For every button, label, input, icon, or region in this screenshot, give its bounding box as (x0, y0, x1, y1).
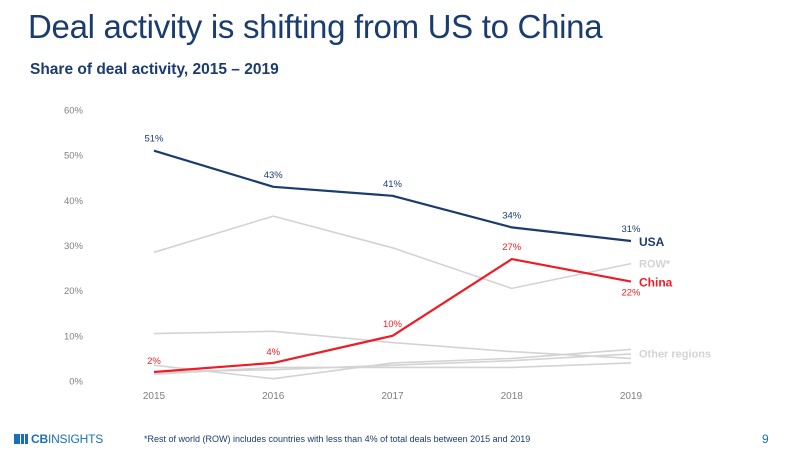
series-line-china (153, 258, 632, 374)
page-number: 9 (762, 432, 769, 446)
data-label-china: 22% (621, 288, 641, 299)
y-axis: 0% 10% 20% 30% 40% 50% 60% (64, 106, 84, 388)
data-label-china: 4% (266, 347, 280, 358)
series-names: USA China ROW* Other regions (639, 235, 711, 360)
series-name-row: ROW* (639, 259, 671, 271)
y-tick-label: 0% (69, 377, 83, 388)
series-name-other-regions: Other regions (639, 348, 711, 360)
series-line-other-regions (153, 330, 632, 360)
series-line-unlabeled (153, 362, 632, 375)
series-name-china: China (639, 276, 673, 290)
y-tick-label: 30% (64, 241, 84, 252)
y-tick-label: 10% (64, 331, 84, 342)
data-label-usa: 51% (144, 134, 164, 145)
footnote: *Rest of world (ROW) includes countries … (144, 434, 531, 444)
data-label-usa: 43% (264, 170, 284, 181)
series-line-usa (153, 149, 632, 243)
data-label-usa: 31% (621, 224, 641, 235)
y-tick-label: 60% (64, 106, 84, 117)
data-labels: 51% 43% 41% 34% 31% 2% 4% 10% 27% 22% (144, 134, 641, 367)
y-tick-label: 20% (64, 286, 84, 297)
x-axis: 2015 2016 2017 2018 2019 (143, 391, 643, 402)
series-name-usa: USA (639, 235, 665, 249)
data-label-china: 2% (147, 356, 161, 367)
x-tick-label: 2015 (143, 391, 166, 402)
x-tick-label: 2018 (501, 391, 524, 402)
cbinsights-logo-icon (14, 434, 28, 444)
data-label-usa: 34% (502, 210, 522, 221)
logo-text-cb: CB (31, 432, 48, 446)
y-tick-label: 50% (64, 151, 84, 162)
series-lines (153, 149, 632, 380)
x-tick-label: 2016 (262, 391, 285, 402)
chart-subtitle: Share of deal activity, 2015 – 2019 (30, 61, 279, 78)
cbinsights-logo: CB INSIGHTS (14, 432, 103, 446)
series-line-row (153, 215, 632, 290)
page-title: Deal activity is shifting from US to Chi… (28, 8, 603, 45)
x-tick-label: 2017 (381, 391, 404, 402)
y-tick-label: 40% (64, 196, 84, 207)
data-label-china: 27% (502, 242, 522, 253)
series-line-unlabeled (153, 348, 632, 380)
data-label-usa: 41% (383, 179, 403, 190)
data-label-china: 10% (383, 319, 403, 330)
logo-text-insights: INSIGHTS (47, 432, 104, 446)
x-tick-label: 2019 (620, 391, 643, 402)
